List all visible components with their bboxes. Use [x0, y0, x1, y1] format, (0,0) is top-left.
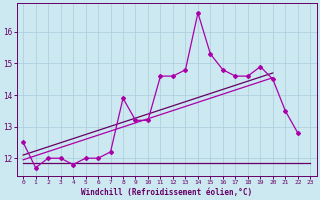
X-axis label: Windchill (Refroidissement éolien,°C): Windchill (Refroidissement éolien,°C) [81, 188, 252, 197]
